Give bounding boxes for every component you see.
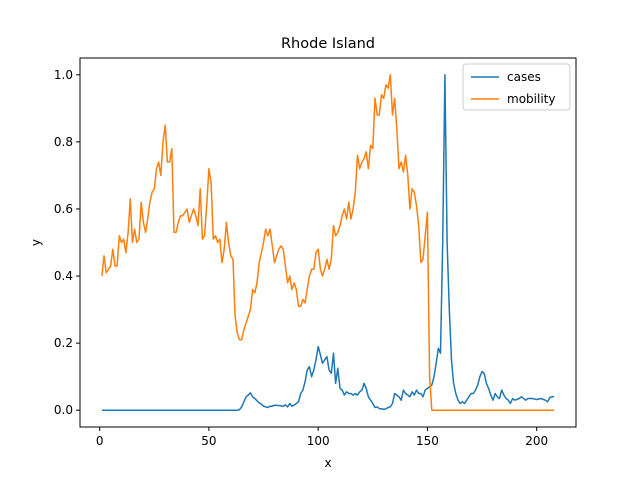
series-line-mobility — [101, 74, 555, 411]
y-tick-label: 0.2 — [54, 336, 73, 350]
x-tick-label: 0 — [96, 434, 104, 448]
y-tick-label: 0.6 — [54, 202, 73, 216]
x-tick-label: 150 — [416, 434, 439, 448]
legend-label-mobility: mobility — [507, 92, 555, 106]
x-tick-label: 50 — [201, 434, 216, 448]
chart-title: Rhode Island — [281, 36, 375, 52]
y-tick-label: 1.0 — [54, 68, 73, 82]
y-axis: 0.0 0.2 0.4 0.6 0.8 1.0 — [54, 68, 80, 417]
series-line-cases — [101, 74, 555, 411]
plot-frame — [79, 57, 577, 428]
y-tick-label: 0.8 — [54, 135, 73, 149]
x-tick-label: 100 — [307, 434, 330, 448]
x-tick-label: 200 — [525, 434, 548, 448]
legend: cases mobility — [462, 63, 571, 111]
y-tick-label: 0.4 — [54, 269, 73, 283]
y-tick-label: 0.0 — [54, 403, 73, 417]
x-axis: 0 50 100 150 200 — [96, 427, 548, 448]
plot-area — [101, 74, 555, 411]
y-axis-label: y — [29, 239, 43, 246]
x-axis-label: x — [324, 456, 331, 470]
legend-label-cases: cases — [507, 70, 541, 84]
